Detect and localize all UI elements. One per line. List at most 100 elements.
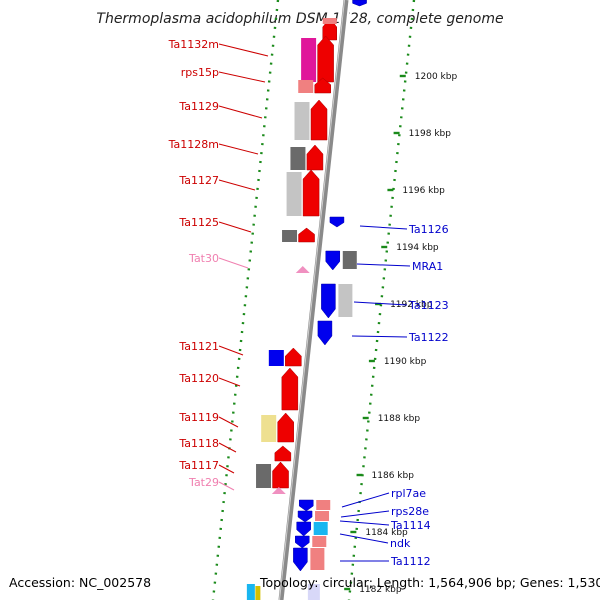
gene-label-ta1123: Ta1123 — [408, 299, 449, 312]
reverse-gene-ta1122 — [317, 320, 333, 346]
forward-gene-ta1125 — [298, 227, 315, 243]
kbp-label: 1192 kbp — [390, 300, 433, 310]
gene-label-tat29: Tat29 — [188, 476, 219, 489]
cog-box-rpl7ae — [316, 500, 331, 510]
kbp-label: 1200 kbp — [415, 72, 458, 82]
leader-line — [356, 263, 411, 267]
gene-label-ta1125: Ta1125 — [178, 216, 219, 229]
leader-line — [341, 492, 390, 508]
kbp-scale: 1200 kbp 1198 kbp 1196 kbp 1194 kbp 1192 kbp… — [344, 72, 457, 595]
leader-line — [218, 416, 239, 428]
reverse-gene-ta1114 — [296, 521, 311, 537]
cog-box-partial — [322, 18, 337, 24]
cog-box-rps15p — [298, 80, 314, 93]
accession-text: Accession: NC_002578 — [9, 575, 151, 590]
forward-gene-rps15p — [314, 77, 331, 94]
kbp-label: 1188 kbp — [378, 414, 421, 424]
leader-line — [218, 257, 249, 269]
cog-box-partial-bottom-right — [307, 584, 320, 600]
gene-label-tat30: Tat30 — [188, 252, 219, 265]
reverse-gene-mra1 — [325, 250, 341, 271]
leader-line — [218, 71, 266, 83]
forward-gene-ta1119 — [277, 412, 294, 443]
forward-gene-ta1129 — [310, 99, 328, 141]
leader-line — [218, 43, 269, 57]
reverse-gene-rps28e — [297, 510, 313, 523]
gene-label-ta1117: Ta1117 — [178, 459, 219, 472]
cog-box-ta1129 — [294, 102, 310, 140]
leader-line — [218, 377, 241, 387]
gene-label-rps15p: rps15p — [181, 66, 219, 79]
reverse-gene-ndk — [295, 535, 310, 549]
gene-label-ta1127: Ta1127 — [178, 174, 219, 187]
gene-label-ta1126: Ta1126 — [408, 223, 449, 236]
gene-label-ta1128m: Ta1128m — [168, 138, 219, 151]
leader-line — [218, 221, 252, 233]
leader-line — [218, 464, 235, 474]
forward-gene-ta1128m — [306, 144, 324, 171]
cog-box-partial-bottom — [246, 584, 255, 600]
cog-box-ta1112 — [310, 548, 325, 570]
cog-box-ndk — [312, 536, 327, 547]
reverse-gene-rpl7ae — [298, 499, 314, 512]
forward-gene-ta1121 — [285, 347, 302, 367]
kbp-label: 1186 kbp — [372, 471, 415, 481]
cog-box-ta1117 — [256, 464, 272, 488]
cog-box-ta1127 — [286, 172, 302, 216]
cog-box-ta1128m — [290, 147, 306, 170]
cog-box-ta1121 — [268, 350, 284, 366]
gene-label-ta1132m: Ta1132m — [168, 38, 219, 51]
forward-gene-ta1132m — [317, 35, 334, 83]
reverse-gene-ta1112 — [293, 547, 308, 572]
reverse-gene-partial — [352, 0, 367, 7]
cog-box-mra1 — [342, 251, 357, 269]
cog-box-rps28e — [315, 511, 330, 521]
leader-line — [218, 105, 263, 119]
gene-label-ta1122: Ta1122 — [408, 331, 449, 344]
leader-line — [218, 345, 244, 356]
gene-label-rpl7ae: rpl7ae — [391, 487, 426, 500]
leader-line — [353, 301, 408, 306]
cog-box-ta1132m — [301, 38, 317, 82]
leader-line — [359, 225, 408, 230]
gene-labels: Ta1132m rps15p Ta1129 Ta1128m Ta1127 Ta1125 Ta… — [168, 38, 449, 568]
kbp-label: 1184 kbp — [365, 528, 408, 538]
forward-gene-ta1120 — [281, 367, 299, 411]
gene-label-mra1: MRA1 — [412, 260, 443, 273]
kbp-label: 1182 kbp — [359, 585, 402, 595]
forward-gene-ta1117 — [272, 461, 289, 489]
leader-line — [339, 520, 390, 526]
gene-features — [246, 0, 367, 600]
leader-line — [340, 510, 390, 518]
gene-label-ndk: ndk — [390, 537, 411, 550]
kbp-label: 1198 kbp — [409, 129, 452, 139]
gene-label-ta1114: Ta1114 — [390, 519, 431, 532]
gene-label-ta1121: Ta1121 — [178, 340, 219, 353]
cog-box-ta1114 — [313, 522, 328, 535]
cog-box-ta1123 — [338, 284, 353, 317]
leader-line — [218, 179, 256, 191]
kbp-label: 1196 kbp — [402, 186, 445, 196]
leader-line — [218, 143, 259, 155]
leader-line — [351, 335, 408, 338]
forward-gene-ta1127 — [302, 169, 320, 217]
gene-label-rps28e: rps28e — [391, 505, 429, 518]
track-boundary-left-outer — [211, 0, 280, 600]
kbp-label: 1190 kbp — [384, 357, 427, 367]
kbp-label: 1194 kbp — [396, 243, 439, 253]
topology-text: Topology: circular; Length: 1,564,906 bp… — [259, 575, 600, 590]
forward-gene-ta1118 — [274, 445, 292, 462]
leader-line — [339, 533, 389, 544]
track-boundaries — [211, 0, 416, 600]
leader-line — [218, 442, 237, 453]
reverse-gene-ta1126 — [329, 216, 345, 228]
cog-box-ta1125 — [282, 230, 298, 242]
reverse-gene-ta1123 — [321, 283, 336, 319]
gene-label-ta1119: Ta1119 — [178, 411, 219, 424]
track-boundary-right-outer — [347, 0, 416, 600]
leader-line — [218, 481, 235, 491]
gene-label-ta1118: Ta1118 — [178, 437, 219, 450]
trna-tat29 — [271, 487, 286, 494]
gene-label-ta1120: Ta1120 — [178, 372, 219, 385]
